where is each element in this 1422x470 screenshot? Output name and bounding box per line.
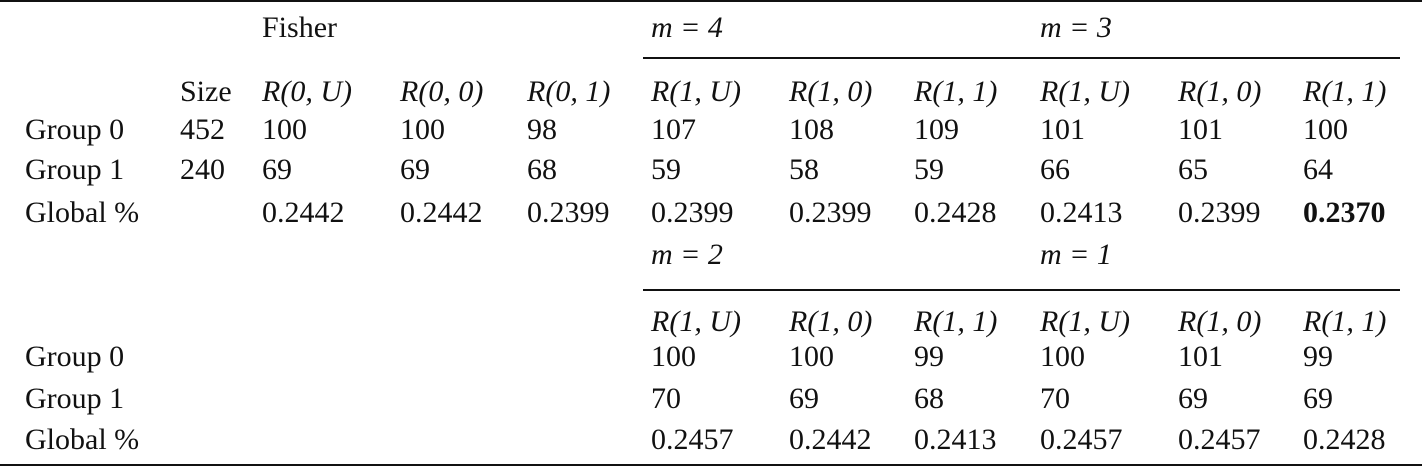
table-cell: 0.2399	[789, 196, 872, 229]
table-cell: 64	[1303, 153, 1333, 186]
table-cell: 100	[1040, 340, 1085, 373]
size-cell: 452	[180, 113, 225, 146]
column-header: R(1, 0)	[1178, 75, 1262, 108]
table-cell: 58	[789, 153, 819, 186]
table-cell: 0.2370	[1303, 196, 1386, 229]
group-header: m = 2	[651, 238, 723, 271]
group-rule	[643, 57, 1400, 59]
table-cell: 69	[400, 153, 430, 186]
group-header: m = 4	[651, 11, 723, 44]
table-cell: 0.2399	[651, 196, 734, 229]
table-cell: 70	[1040, 382, 1070, 415]
table-cell: 69	[789, 382, 819, 415]
table-cell: 109	[914, 113, 959, 146]
column-header: R(0, U)	[262, 75, 352, 108]
table-cell: 68	[527, 153, 557, 186]
table-cell: 100	[262, 113, 307, 146]
column-header: R(1, 0)	[789, 305, 873, 338]
table-cell: 0.2457	[1178, 423, 1261, 456]
group-rule	[643, 289, 1400, 291]
table-cell: 100	[789, 340, 834, 373]
table-cell: 100	[651, 340, 696, 373]
row-label: Global %	[25, 196, 140, 229]
size-cell: 240	[180, 153, 225, 186]
table-cell: 101	[1178, 113, 1223, 146]
bottom-rule	[0, 464, 1422, 466]
table-cell: 107	[651, 113, 696, 146]
table-cell: 0.2442	[262, 196, 345, 229]
top-rule	[0, 0, 1422, 2]
column-header: R(0, 0)	[400, 75, 484, 108]
table-cell: 59	[914, 153, 944, 186]
table-cell: 99	[914, 340, 944, 373]
column-header: R(1, 1)	[1303, 305, 1387, 338]
group-header: Fisher	[262, 11, 337, 44]
table-cell: 0.2428	[1303, 423, 1386, 456]
column-header: R(1, 0)	[1178, 305, 1262, 338]
table-cell: 0.2399	[1178, 196, 1261, 229]
table-cell: 101	[1178, 340, 1223, 373]
row-label: Global %	[25, 423, 140, 456]
table-cell: 65	[1178, 153, 1208, 186]
column-header: R(1, 1)	[914, 75, 998, 108]
table-cell: 0.2457	[651, 423, 734, 456]
column-header: R(0, 1)	[527, 75, 611, 108]
table-cell: 108	[789, 113, 834, 146]
column-header: R(1, 1)	[1303, 75, 1387, 108]
column-header: Size	[180, 75, 232, 108]
table-cell: 69	[262, 153, 292, 186]
column-header: R(1, U)	[651, 305, 741, 338]
row-label: Group 0	[25, 113, 125, 146]
table-cell: 0.2442	[789, 423, 872, 456]
row-label: Group 1	[25, 382, 125, 415]
group-header: m = 3	[1040, 11, 1112, 44]
table-cell: 0.2413	[914, 423, 997, 456]
column-header: R(1, 1)	[914, 305, 998, 338]
column-header: R(1, U)	[1040, 75, 1130, 108]
group-header: m = 1	[1040, 238, 1112, 271]
table-cell: 100	[400, 113, 445, 146]
table-cell: 59	[651, 153, 681, 186]
table-cell: 0.2399	[527, 196, 610, 229]
table-cell: 70	[651, 382, 681, 415]
table-cell: 0.2457	[1040, 423, 1123, 456]
table-cell: 99	[1303, 340, 1333, 373]
table-cell: 0.2442	[400, 196, 483, 229]
table-cell: 69	[1178, 382, 1208, 415]
table-cell: 69	[1303, 382, 1333, 415]
column-header: R(1, 0)	[789, 75, 873, 108]
table-cell: 68	[914, 382, 944, 415]
table-cell: 0.2413	[1040, 196, 1123, 229]
column-header: R(1, U)	[651, 75, 741, 108]
table-cell: 98	[527, 113, 557, 146]
table-cell: 101	[1040, 113, 1085, 146]
row-label: Group 1	[25, 153, 125, 186]
table-cell: 66	[1040, 153, 1070, 186]
table-cell: 100	[1303, 113, 1348, 146]
row-label: Group 0	[25, 340, 125, 373]
column-header: R(1, U)	[1040, 305, 1130, 338]
table-cell: 0.2428	[914, 196, 997, 229]
